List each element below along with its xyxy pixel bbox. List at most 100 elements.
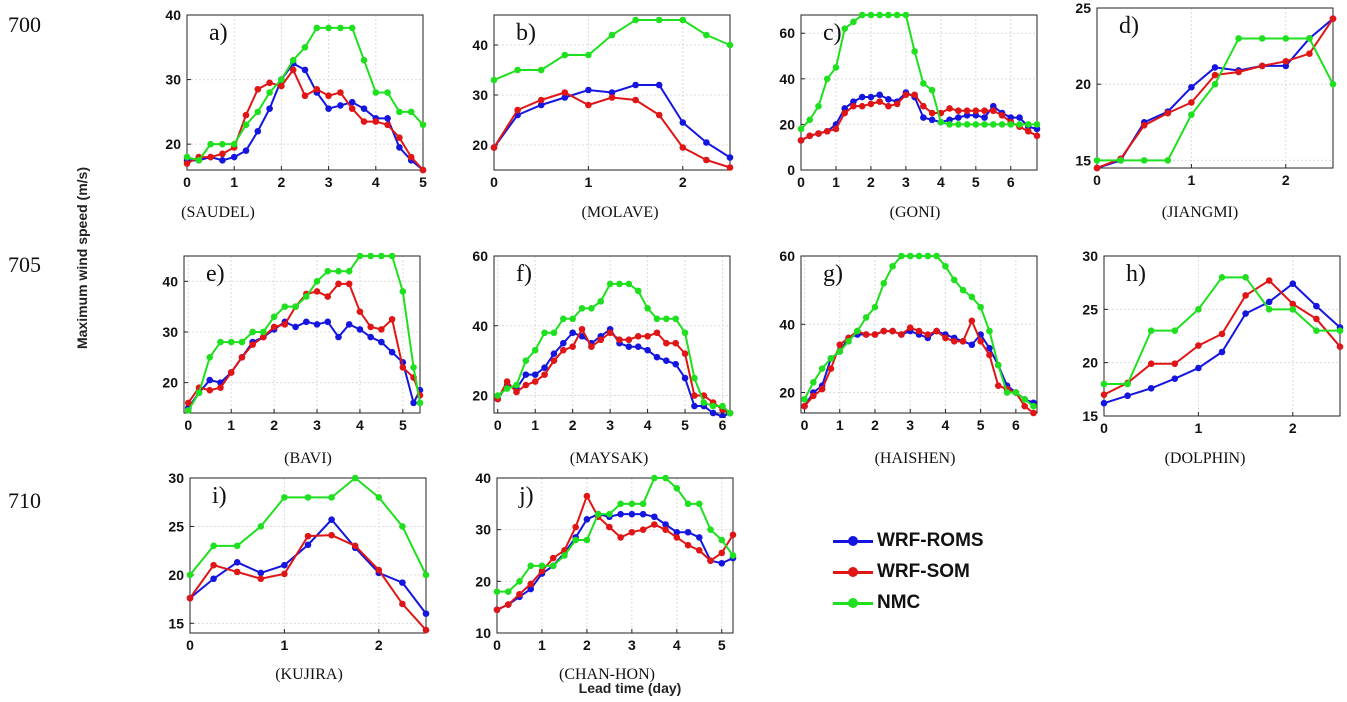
x-tick-label: 2 xyxy=(679,174,687,190)
data-point-nmc xyxy=(324,267,332,275)
data-point-nmc xyxy=(304,494,312,501)
data-point-wrf-roms xyxy=(242,147,250,154)
data-point-wrf-som xyxy=(388,316,396,323)
data-point-nmc xyxy=(871,303,879,311)
data-point-wrf-roms xyxy=(210,575,217,583)
y-tick-label: 30 xyxy=(162,324,178,340)
data-point-wrf-som xyxy=(963,107,971,115)
data-point-wrf-som xyxy=(254,85,262,93)
data-point-nmc xyxy=(719,402,726,410)
data-point-wrf-roms xyxy=(560,339,567,347)
data-point-wrf-som xyxy=(210,561,217,569)
data-point-wrf-roms xyxy=(644,346,651,354)
data-point-nmc xyxy=(801,396,808,403)
panel-label: e) xyxy=(206,261,225,287)
data-point-wrf-som xyxy=(942,334,949,342)
data-point-wrf-som xyxy=(707,557,714,564)
data-point-wrf-som xyxy=(994,382,1002,389)
panel-bavi: 0 1 2 3 4 5 20 30 40 e) (BAVI) xyxy=(162,252,424,467)
data-point-nmc xyxy=(862,314,870,321)
data-point-wrf-som xyxy=(527,580,535,588)
data-point-nmc xyxy=(707,526,714,533)
data-point-wrf-roms xyxy=(876,91,883,99)
data-point-nmc xyxy=(797,125,805,133)
x-tick-label: 6 xyxy=(1007,174,1015,190)
data-point-wrf-roms xyxy=(1265,298,1273,306)
data-point-wrf-som xyxy=(1093,164,1101,172)
y-tick-label: 30 xyxy=(475,522,491,538)
data-point-wrf-som xyxy=(372,118,380,125)
data-point-nmc xyxy=(653,315,661,323)
data-point-nmc xyxy=(880,280,888,287)
data-point-wrf-som xyxy=(1171,360,1179,368)
data-point-nmc xyxy=(569,315,576,323)
data-point-nmc xyxy=(924,252,932,260)
data-point-wrf-roms xyxy=(726,154,734,161)
y-tick-label: 20 xyxy=(779,385,795,401)
panel-dolphin: 0 1 2 15 20 25 30 h) (DOLPHIN) xyxy=(1082,248,1344,467)
data-point-nmc xyxy=(845,338,852,345)
data-point-wrf-som xyxy=(301,92,309,100)
data-point-nmc xyxy=(867,11,875,19)
data-point-nmc xyxy=(632,16,639,24)
data-point-wrf-som xyxy=(1164,109,1172,117)
data-point-nmc xyxy=(726,409,734,417)
data-point-wrf-som xyxy=(561,89,569,96)
data-point-nmc xyxy=(628,500,636,508)
data-point-wrf-som xyxy=(968,317,976,325)
data-point-nmc xyxy=(504,588,512,595)
panel-molave: 0 1 2 20 30 40 b) (MOLAVE) xyxy=(472,14,734,221)
data-point-wrf-som xyxy=(628,528,636,536)
data-point-wrf-roms xyxy=(963,111,971,119)
data-point-wrf-som xyxy=(806,132,814,140)
data-point-nmc xyxy=(933,252,940,260)
data-point-nmc xyxy=(351,474,359,482)
data-point-wrf-som xyxy=(823,127,831,135)
data-point-nmc xyxy=(594,510,602,518)
data-point-nmc xyxy=(1164,157,1172,164)
data-point-wrf-som xyxy=(632,96,639,104)
series-group xyxy=(797,11,1041,144)
data-point-nmc xyxy=(1336,327,1344,334)
data-point-nmc xyxy=(289,56,297,64)
x-tick-label: 0 xyxy=(183,174,191,190)
panel-label: c) xyxy=(823,20,842,46)
legend-item-wrf-roms: WRF-ROMS xyxy=(833,525,984,556)
data-point-wrf-som xyxy=(184,399,192,407)
data-point-wrf-roms xyxy=(324,318,332,326)
data-point-wrf-som xyxy=(422,626,430,634)
data-point-wrf-roms xyxy=(968,341,976,349)
panel-haishen: 0 1 2 3 4 5 6 20 40 60 g) (HAISHEN) xyxy=(779,248,1038,467)
data-point-wrf-som xyxy=(998,111,1006,119)
y-tick-label: 20 xyxy=(472,137,488,153)
x-tick-label: 2 xyxy=(375,637,383,653)
data-point-nmc xyxy=(195,389,203,397)
data-point-wrf-roms xyxy=(632,81,639,89)
data-point-wrf-som xyxy=(729,531,737,539)
data-point-wrf-roms xyxy=(335,333,342,341)
data-point-nmc xyxy=(572,536,579,544)
data-point-wrf-roms xyxy=(672,360,679,368)
data-point-wrf-roms xyxy=(628,510,636,518)
data-point-wrf-som xyxy=(550,357,558,364)
data-point-wrf-som xyxy=(617,534,624,541)
legend-item-nmc: NMC xyxy=(833,587,984,618)
x-tick-label: 4 xyxy=(673,637,681,653)
data-point-nmc xyxy=(662,474,669,482)
data-point-wrf-roms xyxy=(345,321,353,328)
x-tick-label: 3 xyxy=(606,417,614,433)
data-point-nmc xyxy=(1235,35,1242,42)
x-tick-label: 3 xyxy=(628,637,636,653)
data-point-nmc xyxy=(1171,327,1179,334)
x-axis-label: Lead time (day) xyxy=(578,680,682,696)
data-point-nmc xyxy=(266,89,273,96)
series-line-nmc xyxy=(800,14,1037,130)
data-point-wrf-roms xyxy=(1211,64,1219,71)
y-tick-label: 0 xyxy=(787,162,795,178)
data-point-wrf-som xyxy=(902,91,910,99)
data-point-nmc xyxy=(186,571,194,579)
data-point-nmc xyxy=(1003,389,1011,396)
data-point-nmc xyxy=(616,280,623,288)
data-point-nmc xyxy=(230,140,238,148)
data-point-wrf-som xyxy=(1195,342,1202,349)
